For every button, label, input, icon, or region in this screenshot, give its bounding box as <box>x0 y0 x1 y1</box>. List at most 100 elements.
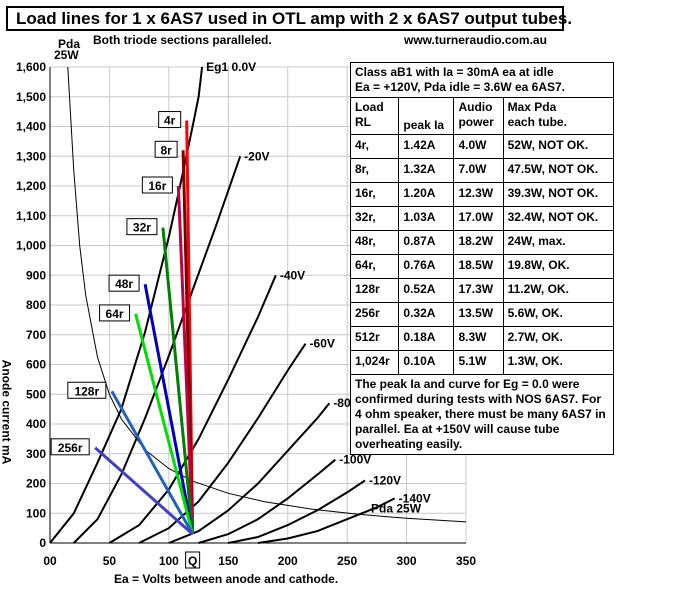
grid-voltage-curve <box>108 274 277 544</box>
notes: The peak Ia and curve for Eg = 0.0 were … <box>350 374 614 455</box>
website-label: www.turneraudio.com.au <box>404 33 547 47</box>
x-tick-label: 300 <box>397 554 417 568</box>
load-line-label: 8r <box>160 143 172 157</box>
info-header-line-1: Class aB1 with Ia = 30mA ea at idle <box>355 65 554 79</box>
grid-voltage-curve <box>138 343 307 544</box>
tick-layer: 00 50 100 150 200 250 300 350 0 100 200 300 400 500 60… <box>16 60 476 569</box>
load-line <box>94 446 194 536</box>
load-line-label: 64r <box>106 307 124 321</box>
y-tick-label: 200 <box>26 477 46 491</box>
table-cell: 0.87A <box>398 230 455 255</box>
table-cell: 0.52A <box>398 278 455 303</box>
table-cell: 1.03A <box>398 206 455 231</box>
pda-curve <box>67 66 467 523</box>
col-header-power: Audio power <box>453 97 504 135</box>
y-tick-label: 1,600 <box>16 60 46 74</box>
table-cell: 1.20A <box>398 182 455 207</box>
load-line <box>176 185 195 535</box>
load-line-label-box <box>108 274 140 292</box>
table-cell: 4.0W <box>453 134 504 159</box>
x-axis-label: Ea = Volts between anode and cathode. <box>114 572 339 586</box>
table-cell: 64r, <box>349 254 400 279</box>
table-cell: 5.6W, OK. <box>502 302 615 327</box>
table-cell: 39.3W, NOT OK. <box>502 182 615 207</box>
table-cell: 17.3W <box>453 278 504 303</box>
x-tick-label: 150 <box>218 554 238 568</box>
table-cell: 512r <box>349 326 400 351</box>
load-line-label: 16r <box>148 179 166 193</box>
load-line <box>161 227 195 535</box>
table-row: 512r 0.18A 8.3W 2.7W, OK. <box>349 326 615 351</box>
table-cell: 16r, <box>349 182 400 207</box>
table-cell: 19.8W, OK. <box>502 254 615 279</box>
load-line-label: 256r <box>58 441 83 455</box>
x-tick-label: 250 <box>337 554 357 568</box>
table-cell: 1,024r <box>349 350 400 375</box>
table-cell: 52W, NOT OK. <box>502 134 615 159</box>
y-tick-label: 1,200 <box>16 179 46 193</box>
table-cell: 4r, <box>349 134 400 159</box>
table-cell: 1.42A <box>398 134 455 159</box>
table-cell: 18.2W <box>453 230 504 255</box>
curve-layer: Eg1 0.0V-20V-40V-60V-80V-100V-120V-140VP… <box>49 60 467 544</box>
y-tick-label: 1,300 <box>16 149 46 163</box>
x-tick-label: 00 <box>43 554 57 568</box>
grid-voltage-curve <box>49 66 204 544</box>
table-row: 48r, 0.87A 18.2W 24W, max. <box>349 230 615 255</box>
x-tick-label: 350 <box>456 554 476 568</box>
table-cell: 17.0W <box>453 206 504 231</box>
y-tick-label: 800 <box>26 298 46 312</box>
q-point-box <box>185 551 201 569</box>
load-line-label: 4r <box>164 114 176 128</box>
table-cell: 24W, max. <box>502 230 615 255</box>
load-line-label-box <box>154 140 178 158</box>
grid-voltage-label: -60V <box>310 337 335 351</box>
table-cell: 128r <box>349 278 400 303</box>
table-row: 32r, 1.03A 17.0W 32.4W, NOT OK. <box>349 206 615 231</box>
y-tick-label: 600 <box>26 358 46 372</box>
grid-voltage-curve <box>168 402 331 544</box>
y-tick-label: 500 <box>26 387 46 401</box>
table-cell: 1.32A <box>398 158 455 183</box>
grid-voltage-label: Eg1 0.0V <box>206 60 256 74</box>
y-tick-label: 900 <box>26 268 46 282</box>
page-title: Load lines for 1 x 6AS7 used in OTL amp … <box>6 6 572 31</box>
load-line <box>134 313 195 535</box>
load-line-label-box <box>141 176 173 194</box>
table-cell: 2.7W, OK. <box>502 326 615 351</box>
grid-voltage-curve <box>228 479 366 544</box>
y-tick-label: 1,100 <box>16 209 46 223</box>
grid-voltage-label: -20V <box>244 149 269 163</box>
info-table: Class aB1 with Ia = 30mA ea at idle Ea =… <box>349 62 615 455</box>
table-cell: 256r <box>349 302 400 327</box>
table-row: 128r 0.52A 17.3W 11.2W, OK. <box>349 278 615 303</box>
table-cell: 7.0W <box>453 158 504 183</box>
y-tick-label: 400 <box>26 417 46 431</box>
table-cell: 5.1W <box>453 350 504 375</box>
col-header-peak: peak Ia <box>398 97 455 135</box>
table-cell: 32r, <box>349 206 400 231</box>
table-cell: 47.5W, NOT OK. <box>502 158 615 183</box>
table-cell: 1.3W, OK. <box>502 350 615 375</box>
pda-curve-label: Pda 25W <box>371 501 422 515</box>
y-axis-label: Anode current mA <box>0 359 14 465</box>
grid-voltage-curve <box>73 155 242 544</box>
q-point-label: Q <box>188 554 197 568</box>
grid-voltage-label: -40V <box>280 268 305 282</box>
y-tick-label: 1,400 <box>16 120 46 134</box>
y-tick-label: 300 <box>26 447 46 461</box>
y-tick-label: 1,500 <box>16 90 46 104</box>
grid-voltage-label: -120V <box>369 474 401 488</box>
table-row: 4r, 1.42A 4.0W 52W, NOT OK. <box>349 134 615 159</box>
table-cell: 0.10A <box>398 350 455 375</box>
col-header-pda: Max Pda each tube. <box>502 97 615 135</box>
table-row: 8r, 1.32A 7.0W 47.5W, NOT OK. <box>349 158 615 183</box>
load-line <box>143 283 195 535</box>
table-row: 1,024r 0.10A 5.1W 1.3W, OK. <box>349 350 615 375</box>
load-line-label: 128r <box>74 384 99 398</box>
load-line-label-box <box>67 381 107 399</box>
table-cell: 18.5W <box>453 254 504 279</box>
table-cell: 12.3W <box>453 182 504 207</box>
table-row: 256r 0.32A 13.5W 5.6W, OK. <box>349 302 615 327</box>
table-cell: 48r, <box>349 230 400 255</box>
